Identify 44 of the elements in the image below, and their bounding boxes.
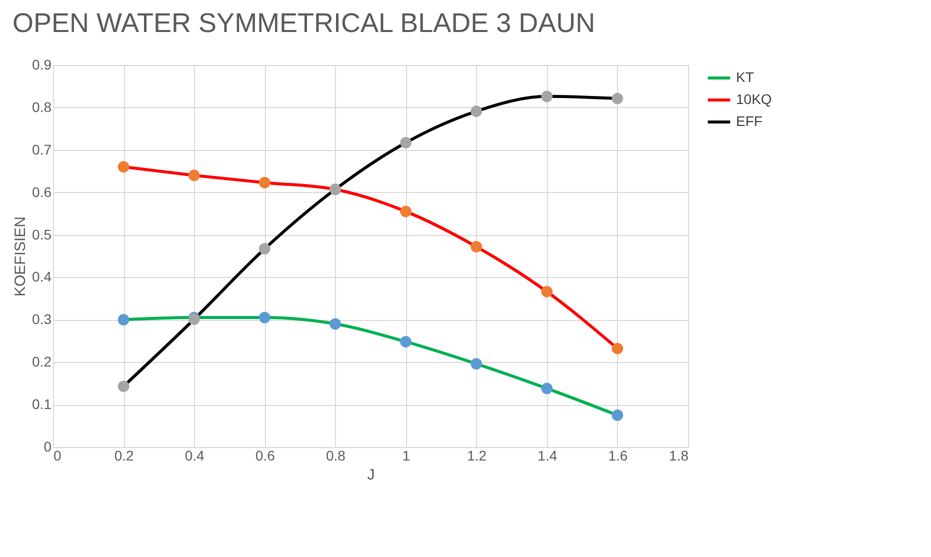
point <box>541 90 553 102</box>
point <box>541 286 553 298</box>
point <box>612 92 624 104</box>
point <box>188 170 200 182</box>
x-tick-label: 1.8 <box>669 448 689 464</box>
point <box>330 318 341 330</box>
legend-label: KT <box>736 69 754 85</box>
legend-label: EFF <box>736 113 762 129</box>
point <box>258 176 270 188</box>
point <box>258 312 270 324</box>
point <box>258 243 270 254</box>
y-tick-label: 0.6 <box>32 184 52 200</box>
x-axis-title: J <box>367 466 375 484</box>
x-tick-label: 1.2 <box>467 448 487 464</box>
point <box>612 342 624 354</box>
y-tick-label: 0.8 <box>32 98 52 115</box>
x-tick-label: 1.4 <box>538 448 558 464</box>
y-tick-label: 0.2 <box>32 354 52 370</box>
legend-label: 10KQ <box>736 91 772 107</box>
x-tick-label: 0.2 <box>114 448 134 464</box>
point <box>400 206 412 218</box>
y-tick-label: 0.3 <box>32 311 52 328</box>
y-tick-label: 0.4 <box>32 268 52 285</box>
x-tick-label: 1.6 <box>608 448 628 464</box>
x-tick-label: 1 <box>402 448 410 464</box>
y-axis-title: KOEFISIEN <box>12 216 30 297</box>
y-tick-label: 0.7 <box>32 141 52 158</box>
point <box>118 161 130 173</box>
x-tick-label: 0.6 <box>255 448 276 464</box>
point <box>118 314 130 326</box>
point <box>470 240 482 252</box>
y-tick-label: 0.9 <box>32 56 52 72</box>
point <box>470 106 482 117</box>
x-tick-label: 0.8 <box>326 448 346 464</box>
y-tick-label: 0.5 <box>32 226 52 242</box>
point <box>400 336 412 348</box>
x-tick-label: 0.4 <box>184 448 205 464</box>
chart-title: OPEN WATER SYMMETRICAL BLADE 3 DAUN <box>12 8 596 38</box>
y-tick-label: 0.1 <box>32 396 52 412</box>
point <box>612 409 624 421</box>
point <box>541 382 553 394</box>
point <box>400 136 412 148</box>
point <box>470 358 482 370</box>
point <box>118 380 130 392</box>
